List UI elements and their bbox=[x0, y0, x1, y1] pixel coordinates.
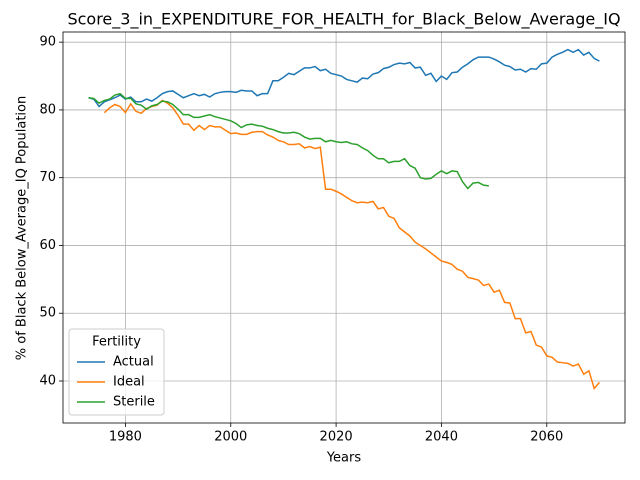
x-tick-label: 2020 bbox=[320, 430, 353, 445]
legend-label: Actual bbox=[113, 355, 154, 370]
x-tick-label: 2060 bbox=[530, 430, 563, 445]
x-axis-label: Years bbox=[326, 451, 362, 466]
legend-box bbox=[68, 328, 165, 416]
x-tick-label: 2000 bbox=[214, 430, 247, 445]
legend-label: Sterile bbox=[113, 395, 155, 410]
series-line bbox=[88, 92, 489, 190]
x-tick-label: 1980 bbox=[109, 430, 142, 445]
y-axis-label: % of Black Below_Average_IQ Population bbox=[15, 96, 30, 360]
series-line bbox=[103, 99, 601, 390]
y-tick-label: 40 bbox=[39, 373, 56, 388]
chart-title: Score_3_in_EXPENDITURE_FOR_HEALTH_for_Bl… bbox=[67, 10, 620, 30]
y-tick-label: 70 bbox=[39, 170, 56, 185]
y-tick-label: 60 bbox=[39, 238, 56, 253]
legend-title: Fertility bbox=[92, 335, 141, 350]
plot-frame bbox=[62, 31, 626, 424]
series-line bbox=[88, 48, 600, 108]
legend-label: Ideal bbox=[113, 375, 145, 390]
y-tick-label: 80 bbox=[39, 102, 56, 117]
x-tick-label: 2040 bbox=[425, 430, 458, 445]
y-tick-label: 90 bbox=[39, 35, 56, 50]
y-tick-label: 50 bbox=[39, 306, 56, 321]
